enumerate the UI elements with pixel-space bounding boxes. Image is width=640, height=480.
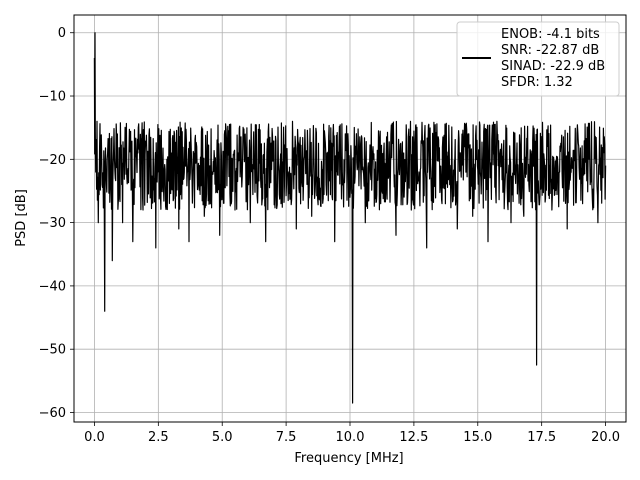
psd-series-line <box>93 32 607 404</box>
legend-entry-snr: SNR: -22.87 dB <box>501 43 599 58</box>
x-tick-label: 5.0 <box>212 430 233 445</box>
y-tick-label: −40 <box>39 279 66 294</box>
legend-entry-enob: ENOB: -4.1 bits <box>501 27 600 42</box>
legend: ENOB: -4.1 bits SNR: -22.87 dB SINAD: -2… <box>456 21 620 97</box>
y-axis-label: PSD [dB] <box>14 189 29 247</box>
x-tick-label: 7.5 <box>276 430 297 445</box>
x-tick-label: 2.5 <box>148 430 169 445</box>
x-tick-label: 12.5 <box>399 430 428 445</box>
y-tick-label: −60 <box>39 406 66 421</box>
y-tick-label: 0 <box>58 26 66 41</box>
legend-entry-sinad: SINAD: -22.9 dB <box>501 59 605 74</box>
legend-box <box>456 21 620 97</box>
x-tick-label: 10.0 <box>336 430 365 445</box>
x-axis-ticks: 0.0 2.5 5.0 7.5 10.0 12.5 15.0 17.5 20.0 <box>84 422 620 445</box>
legend-entry-sfdr: SFDR: 1.32 <box>501 75 573 90</box>
y-axis-ticks: 0 −10 −20 −30 −40 −50 −60 <box>39 26 74 421</box>
x-tick-label: 17.5 <box>527 430 556 445</box>
x-tick-label: 15.0 <box>463 430 492 445</box>
x-axis-label: Frequency [MHz] <box>294 451 403 466</box>
x-tick-label: 20.0 <box>591 430 620 445</box>
y-tick-label: −10 <box>39 90 66 105</box>
plot-area <box>93 32 607 404</box>
x-tick-label: 0.0 <box>84 430 105 445</box>
y-tick-label: −20 <box>39 153 66 168</box>
y-tick-label: −50 <box>39 343 66 358</box>
y-tick-label: −30 <box>39 216 66 231</box>
